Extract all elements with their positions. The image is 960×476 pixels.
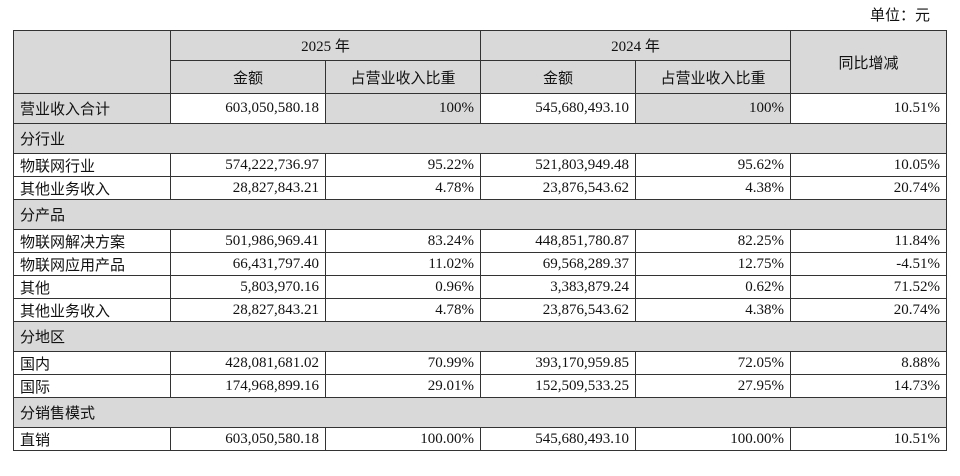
- cell: 27.95%: [635, 374, 792, 398]
- row-label: 营业收入合计: [13, 93, 171, 124]
- sub-header: 金额: [480, 60, 637, 94]
- cell: 66,431,797.40: [170, 252, 326, 276]
- revenue-table: 2025 年 2024 年 同比增减 金额 占营业收入比重 金额 占营业收入比重…: [12, 30, 948, 451]
- cell: 4.38%: [635, 298, 792, 322]
- cell: 603,050,580.18: [170, 93, 326, 124]
- cell: 70.99%: [324, 351, 482, 375]
- cell: 428,081,681.02: [170, 351, 326, 375]
- cell: 23,876,543.62: [480, 176, 637, 200]
- cell: 0.62%: [635, 275, 792, 299]
- cell: 100.00%: [635, 427, 792, 451]
- data-row: 直销 603,050,580.18 100.00% 545,680,493.10 100…: [13, 427, 948, 451]
- sub-header: 金额: [170, 60, 326, 94]
- cell: 10.51%: [790, 93, 948, 124]
- cell: 100.00%: [324, 427, 482, 451]
- cell: 95.62%: [635, 153, 792, 177]
- cell: 83.24%: [324, 229, 482, 253]
- cell: 4.38%: [635, 176, 792, 200]
- cell: 20.74%: [790, 298, 948, 322]
- data-row: 国内 428,081,681.02 70.99% 393,170,959.85 72.0…: [13, 351, 948, 375]
- cell: 545,680,493.10: [480, 427, 637, 451]
- row-label: 国内: [13, 351, 171, 375]
- cell: 28,827,843.21: [170, 176, 326, 200]
- cell: 82.25%: [635, 229, 792, 253]
- total-row: 营业收入合计 603,050,580.18 100% 545,680,493.10 10…: [13, 93, 948, 124]
- section-label: 分地区: [12, 321, 948, 352]
- section-label: 分销售模式: [12, 397, 948, 428]
- sub-header: 占营业收入比重: [635, 60, 792, 94]
- cell: 574,222,736.97: [170, 153, 326, 177]
- section-label: 分行业: [12, 123, 948, 154]
- row-label: 国际: [13, 374, 171, 398]
- cell: 174,968,899.16: [170, 374, 326, 398]
- cell: 28,827,843.21: [170, 298, 326, 322]
- year-header: 2024 年: [480, 30, 792, 61]
- cell: 69,568,289.37: [480, 252, 637, 276]
- row-label: 物联网应用产品: [13, 252, 171, 276]
- cell: 11.02%: [324, 252, 482, 276]
- row-label: 物联网行业: [13, 153, 171, 177]
- cell: 72.05%: [635, 351, 792, 375]
- unit-label: 单位：元: [869, 8, 930, 24]
- cell: 12.75%: [635, 252, 792, 276]
- change-header: 同比增减: [790, 30, 948, 94]
- section-row: 分行业: [12, 123, 948, 154]
- cell: 545,680,493.10: [480, 93, 637, 124]
- data-row: 国际 174,968,899.16 29.01% 152,509,533.25 27.9…: [13, 374, 948, 398]
- section-label: 分产品: [12, 199, 948, 230]
- cell: 10.51%: [790, 427, 948, 451]
- row-label: 物联网解决方案: [13, 229, 171, 253]
- data-row: 其他 5,803,970.16 0.96% 3,383,879.24 0.62% 71.5…: [13, 275, 948, 299]
- section-row: 分产品: [12, 199, 948, 230]
- data-row: 物联网应用产品 66,431,797.40 11.02% 69,568,289.37 1…: [13, 252, 948, 276]
- row-label: 直销: [13, 427, 171, 451]
- section-row: 分销售模式: [12, 397, 948, 428]
- cell: 23,876,543.62: [480, 298, 637, 322]
- row-label: 其他: [13, 275, 171, 299]
- cell: 3,383,879.24: [480, 275, 637, 299]
- cell: 71.52%: [790, 275, 948, 299]
- table-body: 营业收入合计 603,050,580.18 100% 545,680,493.10 10…: [12, 93, 948, 451]
- cell: 521,803,949.48: [480, 153, 637, 177]
- row-label: 其他业务收入: [13, 176, 171, 200]
- data-row: 其他业务收入 28,827,843.21 4.78% 23,876,543.62 4.3…: [13, 298, 948, 322]
- year-header: 2025 年: [169, 30, 482, 61]
- sub-header: 占营业收入比重: [324, 60, 482, 94]
- cell: 100%: [324, 93, 482, 124]
- cell: 14.73%: [790, 374, 948, 398]
- data-row: 其他业务收入 28,827,843.21 4.78% 23,876,543.62 4.3…: [13, 176, 948, 200]
- cell: 603,050,580.18: [170, 427, 326, 451]
- cell: 95.22%: [324, 153, 482, 177]
- cell: 4.78%: [324, 298, 482, 322]
- header-row: 金额 占营业收入比重 金额 占营业收入比重: [14, 60, 947, 94]
- data-row: 物联网行业 574,222,736.97 95.22% 521,803,949.48 9…: [13, 153, 948, 177]
- cell: 4.78%: [324, 176, 482, 200]
- cell: 29.01%: [324, 374, 482, 398]
- section-row: 分地区: [12, 321, 948, 352]
- row-label: 其他业务收入: [13, 298, 171, 322]
- cell: 448,851,780.87: [480, 229, 637, 253]
- cell: 8.88%: [790, 351, 948, 375]
- cell: -4.51%: [790, 252, 948, 276]
- cell: 100%: [635, 93, 792, 124]
- cell: 393,170,959.85: [480, 351, 637, 375]
- header-cell: [13, 30, 171, 94]
- header-row: 2025 年 2024 年 同比增减: [13, 30, 948, 94]
- cell: 5,803,970.16: [170, 275, 326, 299]
- cell: 152,509,533.25: [480, 374, 637, 398]
- data-row: 物联网解决方案 501,986,969.41 83.24% 448,851,780.8…: [13, 229, 948, 253]
- cell: 10.05%: [790, 153, 948, 177]
- cell: 20.74%: [790, 176, 948, 200]
- cell: 501,986,969.41: [170, 229, 326, 253]
- cell: 11.84%: [790, 229, 948, 253]
- cell: 0.96%: [324, 275, 482, 299]
